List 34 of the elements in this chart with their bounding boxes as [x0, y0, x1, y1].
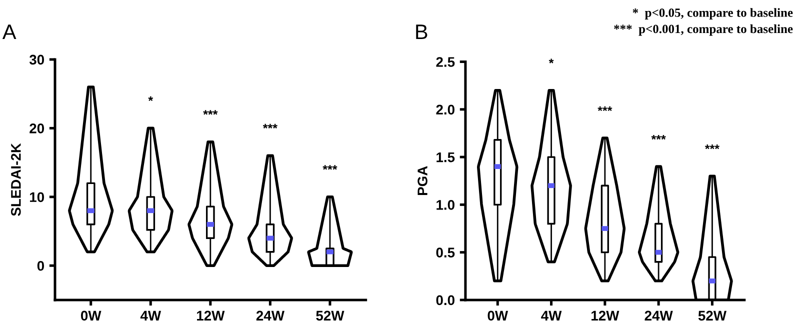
x-tick-label: 0W: [80, 310, 102, 321]
annotation: ***: [651, 134, 666, 140]
annotation: ***: [598, 106, 612, 112]
text: A: [2, 24, 16, 39]
text: *** p<0.001, compare to baseline: [614, 24, 793, 36]
y-tick-label: 30: [29, 54, 44, 65]
y-tick-label: 0.0: [436, 295, 454, 306]
annotation: ***: [704, 144, 720, 150]
text: B: [416, 24, 428, 39]
y-tick-label: 20: [30, 124, 44, 134]
x-tick-label: 52W: [316, 310, 344, 321]
y-axis-title: PGA: [418, 166, 428, 195]
y-tick-label: 2.5: [436, 57, 455, 67]
x-tick-label: 24W: [256, 310, 284, 320]
x-tick-label: 12W: [592, 310, 620, 320]
x-tick-label: 24W: [644, 310, 673, 320]
y-tick-label: 1.5: [436, 152, 455, 162]
x-tick-label: 4W: [140, 310, 162, 320]
annotation: ***: [262, 124, 278, 129]
annotation: *: [148, 96, 154, 102]
y-tick-label: 0: [37, 260, 44, 271]
x-tick-label: 4W: [541, 310, 562, 320]
text: * p<0.05, compare to baseline: [632, 8, 793, 20]
x-tick-label: 52W: [698, 310, 726, 321]
y-tick-label: 0.5: [436, 248, 455, 258]
x-tick-label: 0W: [488, 310, 508, 321]
annotation: ***: [203, 110, 218, 115]
y-tick-label: 2.0: [436, 104, 454, 115]
x-tick-label: 12W: [197, 310, 225, 320]
y-axis-title: SLEDAI-2K: [10, 143, 21, 216]
annotation: *: [548, 58, 554, 64]
y-tick-label: 10: [30, 192, 44, 202]
y-tick-label: 1.0: [436, 200, 454, 210]
annotation: ***: [322, 165, 338, 170]
